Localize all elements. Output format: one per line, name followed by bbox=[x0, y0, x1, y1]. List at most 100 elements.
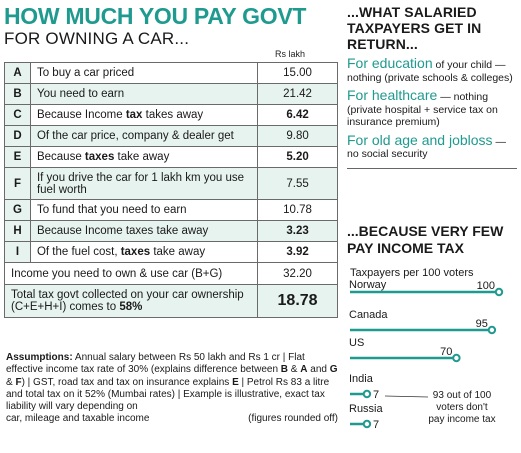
total-percent: 58% bbox=[119, 301, 143, 313]
income-value: 32.20 bbox=[257, 262, 338, 285]
note-key: F bbox=[15, 376, 22, 388]
main-subtitle: FOR OWNING A CAR... bbox=[4, 29, 190, 48]
bar-category-label: Canada bbox=[349, 309, 388, 321]
desc-part: Total tax govt collected on your car own… bbox=[11, 289, 244, 313]
row-key: D bbox=[4, 125, 31, 147]
row-description: To buy a car priced bbox=[29, 62, 259, 84]
desc-part: Because Income bbox=[36, 109, 126, 121]
desc-emphasis: taxes bbox=[84, 151, 115, 163]
note-text: Annual salary between Rs 50 lakh and Rs … bbox=[6, 352, 305, 376]
return-item-lead: For education bbox=[347, 55, 433, 71]
desc-part: take away bbox=[150, 246, 206, 258]
annotation-text: 93 out of 100 voters don't pay income tax bbox=[428, 390, 495, 425]
row-description: Of the fuel cost, taxes take away bbox=[29, 241, 259, 263]
table-row: C Because Income tax takes away 6.42 bbox=[4, 104, 338, 126]
bar-value-label: 70 bbox=[440, 346, 452, 358]
row-value: 3.23 bbox=[257, 220, 338, 242]
table-row: A To buy a car priced 15.00 bbox=[4, 62, 338, 84]
chart-title-part: PAY INCOME TAX bbox=[347, 240, 465, 256]
note-text: and bbox=[307, 364, 330, 376]
income-row: Income you need to own & use car (B+G) 32… bbox=[3, 262, 338, 285]
bar-end-marker bbox=[487, 325, 497, 335]
row-description: Of the car price, company & dealer get bbox=[29, 125, 259, 147]
bar-end-marker bbox=[452, 353, 461, 363]
row-key: F bbox=[4, 167, 31, 200]
bar-category-label: India bbox=[349, 373, 374, 385]
note-text: & bbox=[288, 364, 301, 376]
annotation-line-text: pay income tax bbox=[428, 414, 495, 425]
row-description: Because Income taxes take away bbox=[29, 220, 259, 242]
tax-table: A To buy a car priced 15.00 B You need to ea… bbox=[3, 62, 338, 318]
table-row: B You need to earn 21.42 bbox=[4, 83, 338, 105]
return-item-text: — nothing (private hospital + service ta… bbox=[347, 91, 498, 128]
chart-title: ...BECAUSE VERY FEW PAY INCOME TAX bbox=[347, 223, 504, 256]
row-value: 7.55 bbox=[257, 167, 338, 200]
return-item-lead: For healthcare bbox=[347, 87, 438, 103]
right-panel: ...WHAT SALARIED TAXPAYERS GET IN RETURN… bbox=[347, 4, 517, 169]
row-description: If you drive the car for 1 lakh km you u… bbox=[29, 167, 259, 200]
divider bbox=[347, 167, 517, 169]
return-list: For education of your child — nothing (p… bbox=[347, 55, 517, 161]
chart-title-part: ...BECAUSE VERY FEW bbox=[347, 223, 504, 239]
main-title: HOW MUCH YOU PAY GOVT bbox=[4, 3, 307, 29]
chart-subtitle: Taxpayers per 100 voters bbox=[350, 267, 474, 279]
table-row: E Because taxes take away 5.20 bbox=[4, 146, 338, 168]
note-footer: car, mileage and taxable income (figures… bbox=[6, 413, 338, 425]
return-heading: ...WHAT SALARIED TAXPAYERS GET IN RETURN… bbox=[347, 4, 482, 52]
return-item-text: — no social security bbox=[347, 135, 506, 161]
desc-part: takes away bbox=[142, 109, 204, 121]
annotation-line bbox=[384, 395, 429, 398]
bar-value-label: 100 bbox=[477, 280, 495, 292]
desc-emphasis: taxes bbox=[120, 246, 151, 258]
return-item-text: of your child — nothing (private schools… bbox=[347, 59, 513, 84]
total-description: Total tax govt collected on your car own… bbox=[3, 284, 259, 318]
total-value: 18.78 bbox=[257, 284, 338, 318]
total-row: Total tax govt collected on your car own… bbox=[3, 284, 338, 318]
note-text: ) | GST, road tax and tax on insurance e… bbox=[21, 376, 233, 388]
desc-part: Because bbox=[36, 151, 85, 163]
unit-label: Rs lakh bbox=[275, 49, 306, 59]
return-item: For healthcare — nothing (private hospit… bbox=[347, 87, 517, 129]
note-key: A bbox=[300, 364, 308, 376]
note-key: E bbox=[232, 376, 239, 388]
bar-end-marker bbox=[362, 389, 372, 399]
row-description: You need to earn bbox=[29, 83, 259, 105]
rounded-note: (figures rounded off) bbox=[248, 413, 338, 425]
table-row: D Of the car price, company & dealer get 9… bbox=[4, 125, 338, 147]
return-item-lead: For old age and jobloss bbox=[347, 131, 493, 148]
bar-end-marker bbox=[362, 419, 372, 429]
table-row: H Because Income taxes take away 3.23 bbox=[4, 220, 338, 242]
row-value: 21.42 bbox=[257, 83, 338, 105]
row-value: 9.80 bbox=[257, 125, 338, 147]
note-key: B bbox=[280, 364, 289, 376]
table-row: F If you drive the car for 1 lakh km you … bbox=[4, 167, 338, 200]
row-key: I bbox=[4, 241, 31, 263]
left-panel: HOW MUCH YOU PAY GOVT FOR OWNING A CAR..… bbox=[4, 4, 340, 49]
note-text: & bbox=[6, 376, 16, 388]
assumptions-label: Assumptions: bbox=[6, 352, 73, 363]
bar-category-label: US bbox=[349, 337, 364, 349]
assumptions-note: Assumptions: Annual salary between Rs 50… bbox=[6, 352, 338, 426]
note-last-line: car, mileage and taxable income bbox=[6, 413, 150, 425]
bar-end-marker bbox=[494, 287, 504, 297]
bar-value-label: 7 bbox=[373, 419, 379, 431]
bar-category-label: Norway bbox=[349, 279, 387, 291]
note-text: | Petrol Rs 83 a litre and total tax on … bbox=[6, 376, 330, 413]
note-key: G bbox=[329, 364, 338, 376]
row-value: 6.42 bbox=[257, 104, 338, 126]
row-key: C bbox=[4, 104, 31, 126]
row-value: 10.78 bbox=[257, 199, 338, 221]
desc-part: take away bbox=[114, 151, 170, 163]
income-description: Income you need to own & use car (B+G) bbox=[3, 262, 259, 285]
return-item: For education of your child — nothing (p… bbox=[347, 55, 517, 84]
row-description: Because Income tax takes away bbox=[29, 104, 259, 126]
bar-value-label: 95 bbox=[476, 318, 488, 330]
desc-part: Of the fuel cost, bbox=[36, 246, 121, 258]
desc-emphasis: tax bbox=[125, 109, 143, 121]
annotation-line-text: voters don't bbox=[436, 402, 488, 413]
bar-value-label: 7 bbox=[373, 389, 379, 401]
return-item: For old age and jobloss — no social secu… bbox=[347, 131, 517, 161]
bar-category-label: Russia bbox=[349, 403, 384, 415]
row-key: A bbox=[4, 62, 31, 84]
